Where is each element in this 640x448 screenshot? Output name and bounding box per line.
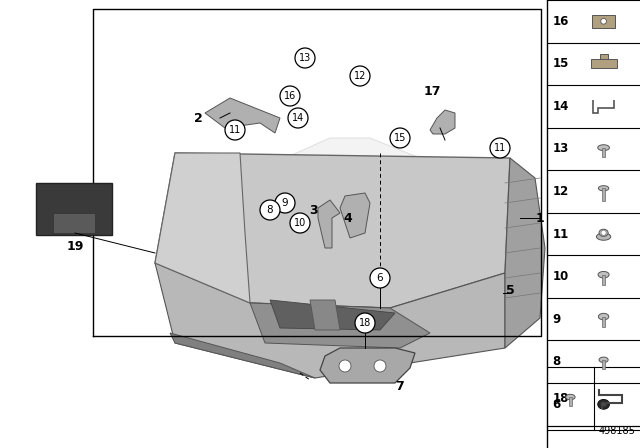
Bar	[602, 148, 605, 157]
FancyBboxPatch shape	[53, 213, 95, 233]
Circle shape	[339, 360, 351, 372]
FancyBboxPatch shape	[36, 183, 112, 235]
Text: 12: 12	[354, 71, 366, 81]
Polygon shape	[320, 348, 415, 383]
Circle shape	[350, 66, 370, 86]
Text: 5: 5	[506, 284, 515, 297]
Text: 3: 3	[310, 203, 318, 216]
Bar	[602, 188, 605, 201]
Text: 15: 15	[552, 57, 568, 70]
Text: 18: 18	[552, 392, 568, 405]
Text: 2: 2	[194, 112, 202, 125]
Circle shape	[490, 138, 510, 158]
Text: 10: 10	[294, 218, 306, 228]
Polygon shape	[318, 200, 340, 248]
Text: 18: 18	[359, 318, 371, 328]
Bar	[592, 15, 615, 28]
Circle shape	[295, 48, 315, 68]
Polygon shape	[430, 110, 455, 134]
Circle shape	[288, 108, 308, 128]
Circle shape	[280, 86, 300, 106]
Ellipse shape	[596, 233, 611, 240]
Circle shape	[601, 18, 607, 24]
Text: 13: 13	[552, 142, 568, 155]
Circle shape	[601, 230, 606, 235]
Polygon shape	[250, 303, 430, 348]
Polygon shape	[205, 98, 280, 133]
Text: 17: 17	[423, 85, 441, 98]
Polygon shape	[155, 153, 250, 303]
Circle shape	[275, 193, 295, 213]
Text: 6: 6	[377, 273, 383, 283]
Polygon shape	[155, 153, 510, 308]
Ellipse shape	[598, 313, 609, 320]
Polygon shape	[310, 300, 340, 330]
Circle shape	[374, 360, 386, 372]
Text: 14: 14	[292, 113, 304, 123]
Text: 19: 19	[67, 240, 84, 253]
Ellipse shape	[310, 158, 400, 238]
Text: 4: 4	[344, 211, 353, 224]
Circle shape	[370, 268, 390, 288]
Text: 16: 16	[552, 15, 568, 28]
Text: 13: 13	[299, 53, 311, 63]
Ellipse shape	[599, 357, 608, 362]
Text: 7: 7	[396, 379, 404, 392]
Text: 16: 16	[284, 91, 296, 101]
Circle shape	[290, 213, 310, 233]
Ellipse shape	[599, 229, 608, 237]
Bar	[602, 360, 605, 369]
Bar	[602, 275, 605, 285]
Text: 15: 15	[394, 133, 406, 143]
Circle shape	[225, 120, 245, 140]
Text: 6: 6	[552, 398, 561, 411]
Text: 11: 11	[229, 125, 241, 135]
Polygon shape	[340, 193, 370, 238]
Polygon shape	[170, 333, 315, 378]
Ellipse shape	[598, 145, 609, 151]
Text: 9: 9	[282, 198, 288, 208]
Ellipse shape	[601, 402, 607, 407]
Bar	[570, 397, 572, 406]
Circle shape	[390, 128, 410, 148]
Circle shape	[355, 313, 375, 333]
Polygon shape	[505, 158, 545, 348]
Ellipse shape	[566, 394, 575, 400]
Text: 498185: 498185	[598, 426, 635, 436]
Circle shape	[260, 200, 280, 220]
Text: 9: 9	[552, 313, 561, 326]
Bar	[602, 317, 605, 327]
Ellipse shape	[598, 400, 609, 409]
Polygon shape	[275, 138, 430, 283]
Text: 11: 11	[494, 143, 506, 153]
Text: 14: 14	[552, 100, 568, 113]
Bar	[591, 59, 616, 69]
Ellipse shape	[598, 185, 609, 191]
Bar	[600, 54, 607, 59]
Text: 1: 1	[536, 211, 545, 224]
Text: 10: 10	[552, 270, 568, 283]
Text: 8: 8	[552, 355, 561, 368]
Text: 11: 11	[552, 228, 568, 241]
Polygon shape	[155, 263, 505, 378]
Polygon shape	[270, 300, 395, 330]
Text: 8: 8	[267, 205, 273, 215]
Ellipse shape	[598, 271, 609, 278]
Text: 12: 12	[552, 185, 568, 198]
